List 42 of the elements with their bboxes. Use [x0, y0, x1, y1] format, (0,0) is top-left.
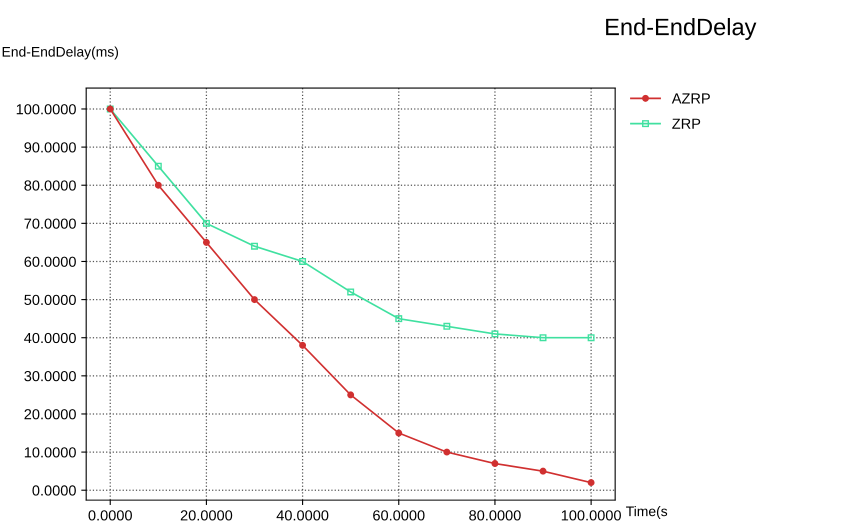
point: [299, 342, 306, 349]
x-tick-label: 0.0000: [88, 510, 132, 521]
legend-label: AZRP: [672, 93, 710, 104]
point: [540, 334, 546, 342]
point: [588, 479, 595, 486]
x-tick-label: 100.0000: [562, 510, 621, 521]
y-tick-label: 90.0000: [24, 142, 76, 153]
y-tick-label: 10.0000: [24, 447, 76, 458]
point: [588, 334, 595, 342]
point: [202, 220, 210, 227]
y-tick-label: 40.0000: [24, 332, 76, 344]
point: [299, 258, 306, 265]
y-tick-label: 70.0000: [24, 218, 76, 229]
y-tick-label: 20.0000: [24, 409, 76, 420]
y-tick-label: 100.0000: [16, 104, 76, 114]
point: [395, 430, 402, 436]
point: [491, 330, 498, 338]
point: [443, 448, 450, 456]
point: [347, 288, 354, 296]
text: End-EndDelay: [606, 18, 756, 40]
point: [154, 182, 162, 189]
point: [491, 460, 498, 467]
y-tick-label: 50.0000: [24, 294, 76, 306]
point: [154, 162, 162, 170]
point: [251, 296, 258, 304]
x-tick-label: 40.0000: [276, 510, 328, 521]
x-tick-label: 20.0000: [180, 510, 232, 521]
point: [251, 242, 258, 250]
legend-label: ZRP: [672, 118, 700, 129]
y-tick-label: 60.0000: [24, 256, 76, 267]
point: [395, 315, 402, 322]
x-tick-label: 60.0000: [373, 510, 425, 521]
y-tick-label: 30.0000: [24, 370, 76, 382]
point: [347, 391, 354, 398]
point: [202, 238, 210, 246]
y-tick-label: 0.0000: [32, 485, 76, 496]
point: [540, 468, 546, 475]
point: [443, 322, 450, 330]
x-tick-label: 80.0000: [469, 510, 521, 521]
y-tick-label: 80.0000: [24, 180, 76, 191]
y-axis-title: End-EndDelay(ms): [2, 46, 118, 60]
x-axis-title: Time(s: [626, 506, 668, 519]
